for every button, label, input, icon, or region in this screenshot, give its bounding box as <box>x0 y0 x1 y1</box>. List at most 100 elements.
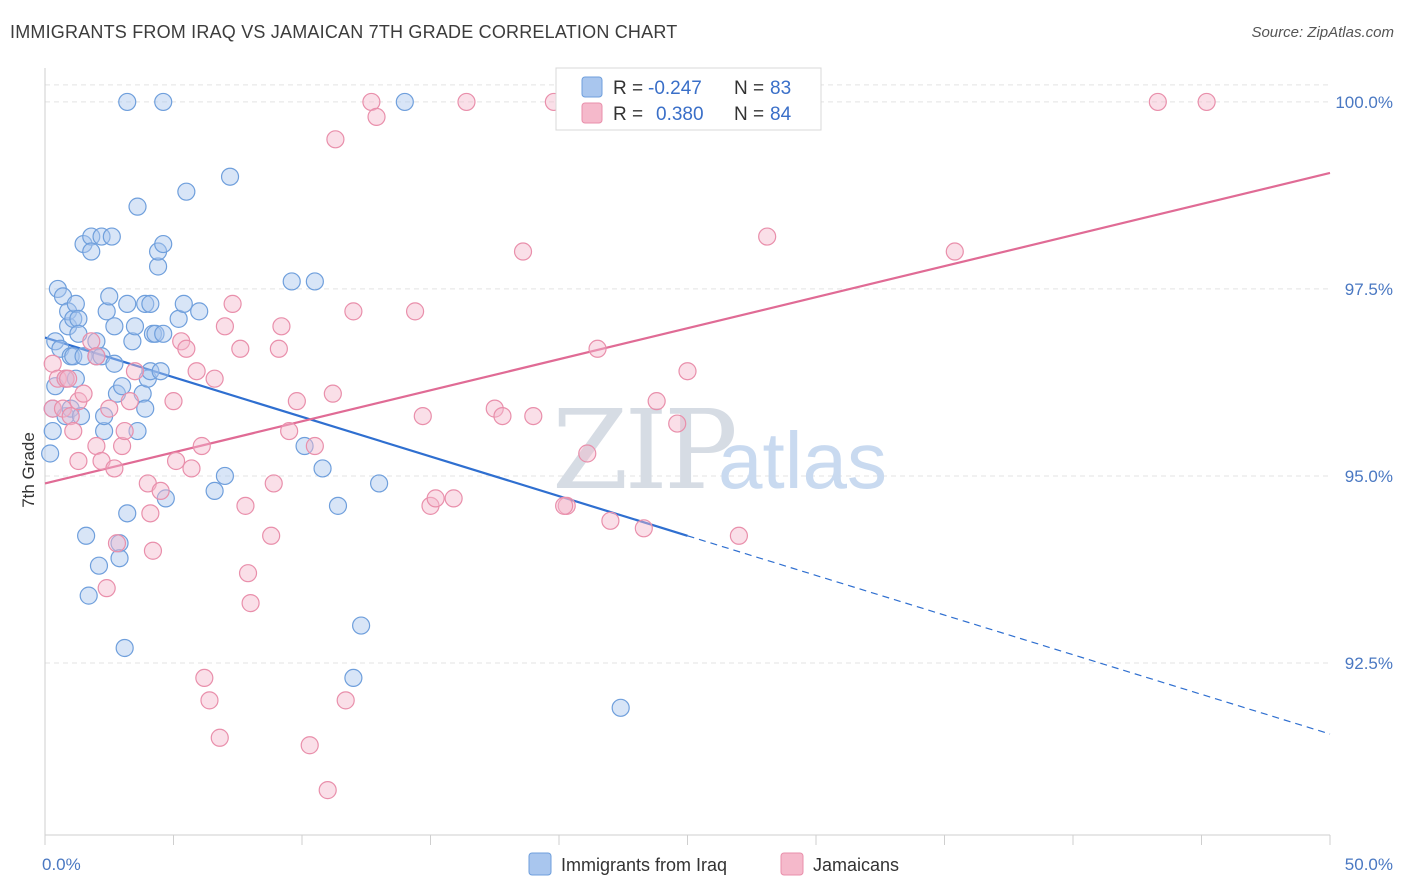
chart-title: IMMIGRANTS FROM IRAQ VS JAMAICAN 7TH GRA… <box>10 22 678 42</box>
jamaicans-point-55 <box>344 302 363 321</box>
jamaicans-point-17 <box>105 459 124 478</box>
axes <box>44 68 1331 845</box>
jamaicans-point-19 <box>112 436 132 456</box>
jamaicans-point-84 <box>555 496 574 515</box>
iraq-point-66 <box>174 294 193 313</box>
iraq-point-38 <box>105 317 124 336</box>
series-iraq-points <box>41 92 630 717</box>
iraq-point-13 <box>61 399 80 418</box>
iraq-point-69 <box>205 481 224 501</box>
iraq-point-80 <box>395 92 414 112</box>
x-tick-label-1: 50.0% <box>1345 855 1393 874</box>
jamaicans-trend-line <box>44 171 1331 485</box>
jamaicans-point-41 <box>236 496 255 515</box>
iraq-point-61 <box>151 362 170 381</box>
jamaicans-point-83 <box>287 392 306 411</box>
jamaicans-point-2 <box>48 369 67 388</box>
bottom-legend-label-iraq: Immigrants from Iraq <box>561 855 727 875</box>
iraq-point-79 <box>370 474 389 493</box>
jamaicans-point-54 <box>336 691 355 710</box>
jamaicans-point-27 <box>164 392 183 411</box>
jamaicans-point-5 <box>59 369 78 388</box>
iraq-point-62 <box>154 92 173 112</box>
jamaicans-point-61 <box>426 489 445 508</box>
legend-swatch-jamaicans <box>581 102 603 124</box>
iraq-point-58 <box>146 324 165 343</box>
jamaicans-point-36 <box>205 369 224 388</box>
jamaicans-point-79 <box>758 227 777 246</box>
jamaicans-point-64 <box>485 399 504 418</box>
tick-labels: 100.0% 97.5% 95.0% 92.5% 0.0% 50.0% <box>42 93 1393 874</box>
iraq-point-26 <box>82 242 101 261</box>
jamaicans-point-9 <box>69 451 88 471</box>
y-axis-label: 7th Grade <box>19 432 38 508</box>
iraq-point-15 <box>64 347 83 366</box>
bottom-legend-label-jamaicans: Jamaicans <box>813 855 899 875</box>
iraq-point-37 <box>105 354 124 373</box>
y-tick-label-3: 92.5% <box>1345 654 1393 673</box>
iraq-point-41 <box>110 549 129 568</box>
iraq-point-21 <box>74 234 93 254</box>
jamaicans-point-3 <box>53 399 73 418</box>
iraq-point-71 <box>220 167 240 186</box>
legend-r-value-jamaicans: 0.380 <box>656 104 704 125</box>
jamaicans-point-82 <box>1197 92 1216 112</box>
legend-n-value-jamaicans: 84 <box>770 104 792 125</box>
iraq-point-17 <box>66 369 85 388</box>
iraq-point-81 <box>611 698 630 717</box>
iraq-point-24 <box>79 586 98 605</box>
iraq-point-76 <box>328 496 348 515</box>
y-tick-label-1: 97.5% <box>1345 280 1393 299</box>
iraq-point-36 <box>102 227 121 246</box>
y-tick-label-0: 100.0% <box>1335 93 1393 112</box>
jamaicans-point-42 <box>238 564 258 583</box>
jamaicans-point-67 <box>524 406 543 426</box>
jamaicans-point-40 <box>231 339 250 358</box>
jamaicans-point-39 <box>223 294 242 313</box>
jamaicans-point-31 <box>182 459 201 478</box>
iraq-point-35 <box>100 287 119 306</box>
iraq-trend-line-extension <box>687 535 1331 735</box>
iraq-point-55 <box>141 362 160 381</box>
jamaicans-point-26 <box>151 481 170 501</box>
jamaicans-point-34 <box>195 668 214 688</box>
iraq-point-25 <box>82 227 101 246</box>
iraq-point-74 <box>305 272 324 291</box>
jamaicans-point-33 <box>192 436 211 456</box>
jamaicans-point-75 <box>668 414 687 433</box>
iraq-point-42 <box>112 377 132 396</box>
iraq-point-63 <box>154 234 173 254</box>
jamaicans-point-80 <box>945 242 964 261</box>
source-label: Source: ZipAtlas.com <box>1251 24 1394 41</box>
iraq-point-29 <box>89 556 109 575</box>
jamaicans-point-46 <box>269 339 288 358</box>
iraq-point-16 <box>66 294 85 313</box>
jamaicans-point-66 <box>513 242 533 261</box>
iraq-point-73 <box>295 436 314 456</box>
iraq-point-43 <box>115 638 134 658</box>
jamaicans-point-35 <box>200 691 219 710</box>
legend-swatch-iraq <box>581 76 603 98</box>
jamaicans-point-45 <box>264 474 283 493</box>
bottom-legend-swatch-jamaicans <box>780 852 804 876</box>
iraq-point-30 <box>92 227 111 246</box>
jamaicans-point-47 <box>272 317 291 336</box>
series-jamaicans-points <box>43 92 1216 800</box>
series-legend: Immigrants from Iraq Jamaicans <box>528 852 899 876</box>
watermark: ZIP atlas <box>552 386 887 514</box>
jamaicans-point-76 <box>678 362 697 381</box>
iraq-point-78 <box>352 616 371 635</box>
jamaicans-point-57 <box>367 107 386 126</box>
jamaicans-point-70 <box>578 444 597 463</box>
jamaicans-point-6 <box>61 406 80 426</box>
correlation-legend: R = -0.247 N = 83 R = 0.380 N = 84 <box>555 67 822 131</box>
watermark-atlas: atlas <box>718 416 887 505</box>
iraq-point-50 <box>128 421 147 441</box>
iraq-point-70 <box>215 466 234 486</box>
iraq-point-59 <box>148 257 168 276</box>
jamaicans-point-49 <box>300 736 319 755</box>
jamaicans-point-50 <box>305 436 324 456</box>
jamaicans-point-72 <box>601 511 620 530</box>
jamaicans-point-59 <box>413 406 432 426</box>
